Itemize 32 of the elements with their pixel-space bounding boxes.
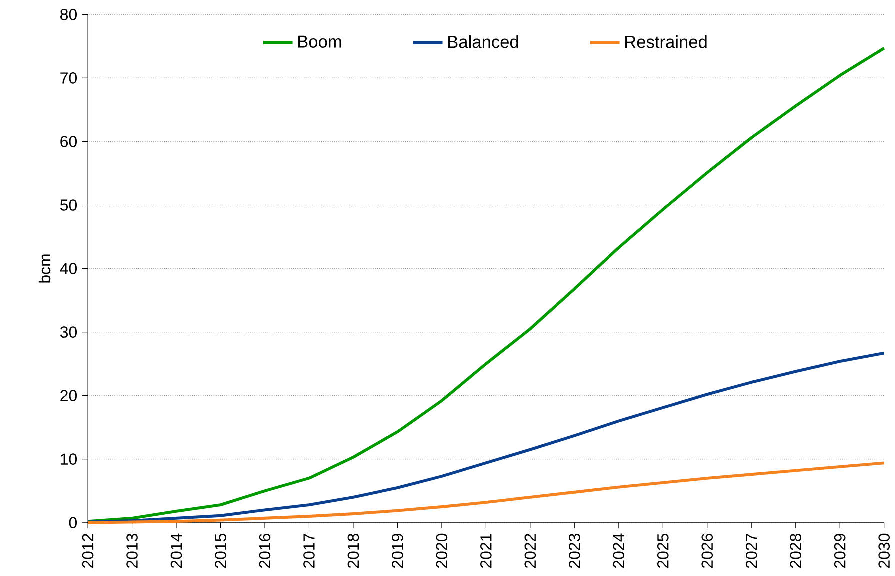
x-tick-label: 2014 — [170, 534, 182, 568]
x-tick-label: 2021 — [480, 534, 492, 568]
x-tick-label: 2023 — [569, 534, 580, 568]
x-tick-label: 2030 — [878, 534, 890, 568]
x-tick-label: 2027 — [746, 534, 758, 568]
x-tick-label: 2025 — [657, 534, 669, 568]
x-tick-label: 2028 — [790, 534, 802, 568]
x-tick-label: 2022 — [524, 534, 536, 568]
x-tick-label: 2024 — [613, 534, 625, 568]
y-axis-title: bcm — [38, 254, 51, 283]
x-tick-label: 2016 — [259, 534, 271, 568]
x-tick-label: 2015 — [215, 534, 226, 568]
y-tick-label: 20 — [60, 390, 78, 402]
y-tick-label: 0 — [69, 517, 78, 528]
x-tick-label: 2012 — [82, 534, 94, 568]
x-tick-label: 2018 — [348, 534, 360, 568]
legend-label: Boom — [298, 36, 342, 48]
x-tick-label: 2017 — [304, 534, 315, 568]
y-tick-label: 30 — [60, 326, 78, 338]
x-tick-label: 2019 — [392, 534, 404, 568]
legend-label: Balanced — [448, 35, 518, 48]
y-tick-label: 70 — [60, 72, 78, 84]
y-tick-label: 60 — [60, 136, 78, 148]
y-tick-label: 40 — [60, 263, 78, 274]
y-tick-label: 10 — [61, 454, 78, 465]
x-tick-label: 2026 — [702, 534, 714, 568]
x-tick-label: 2013 — [126, 534, 138, 568]
x-tick-label: 2020 — [436, 534, 448, 568]
y-tick-label: 50 — [60, 199, 78, 211]
legend-label: Restrained — [626, 35, 707, 48]
x-tick-label: 2029 — [834, 534, 846, 568]
y-tick-label: 80 — [60, 8, 78, 20]
